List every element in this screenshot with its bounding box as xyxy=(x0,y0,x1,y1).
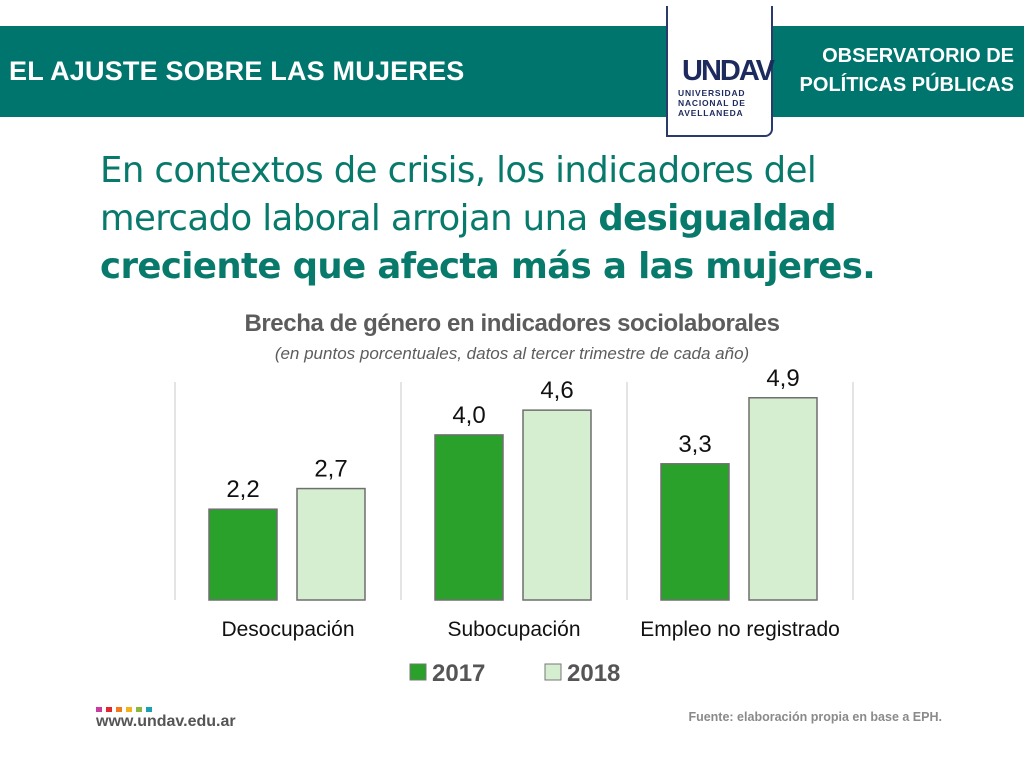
source-note: Fuente: elaboración propia en base a EPH… xyxy=(688,710,942,724)
headline-regular: En contextos de crisis, los indicadores … xyxy=(100,150,817,239)
chart-subtitle: (en puntos porcentuales, datos al tercer… xyxy=(274,344,750,363)
bar-2018 xyxy=(296,487,366,601)
color-dot xyxy=(96,707,102,712)
chart-title: Brecha de género en indicadores sociolab… xyxy=(244,310,780,337)
data-label: 2,7 xyxy=(314,456,347,483)
legend-label: 2017 xyxy=(432,660,485,687)
data-label: 4,6 xyxy=(540,377,573,404)
logo-text: UNIVERSIDAD NACIONAL DE AVELLANEDA xyxy=(678,88,746,118)
category-label: Desocupación xyxy=(221,618,354,641)
color-dots xyxy=(96,707,152,712)
data-label: 3,3 xyxy=(678,431,711,458)
color-dot xyxy=(136,707,142,712)
color-dot xyxy=(106,707,112,712)
data-label: 2,2 xyxy=(226,476,259,503)
color-dot xyxy=(146,707,152,712)
color-dot xyxy=(126,707,132,712)
observatorio-line1: OBSERVATORIO DE xyxy=(822,45,1014,67)
color-dot xyxy=(116,707,122,712)
data-label: 4,0 xyxy=(452,402,485,429)
legend-swatch-2018 xyxy=(544,663,562,681)
data-label: 4,9 xyxy=(766,365,799,392)
logo-mark: UNDAV xyxy=(682,55,775,87)
bar-2017 xyxy=(660,463,730,601)
headline: En contextos de crisis, los indicadores … xyxy=(100,147,900,291)
page-title: EL AJUSTE SOBRE LAS MUJERES xyxy=(9,56,465,86)
observatorio-line2: POLÍTICAS PÚBLICAS xyxy=(799,74,1014,96)
bar-2018 xyxy=(748,397,818,601)
footer-url[interactable]: www.undav.edu.ar xyxy=(96,713,236,730)
undav-logo: UNDAV UNIVERSIDAD NACIONAL DE AVELLANEDA xyxy=(666,6,775,137)
bar-2018 xyxy=(522,409,592,601)
legend-label: 2018 xyxy=(567,660,620,687)
headline-bold: desigualdad creciente que afecta más a l… xyxy=(100,198,876,287)
header-banner xyxy=(0,26,1024,117)
bar-2017 xyxy=(434,434,504,601)
observatorio-label: OBSERVATORIO DE POLÍTICAS PÚBLICAS xyxy=(800,42,1014,100)
bar-2017 xyxy=(208,508,278,601)
category-label: Subocupación xyxy=(447,618,580,641)
legend-swatch-2017 xyxy=(409,663,427,681)
category-label: Empleo no registrado xyxy=(640,618,840,641)
